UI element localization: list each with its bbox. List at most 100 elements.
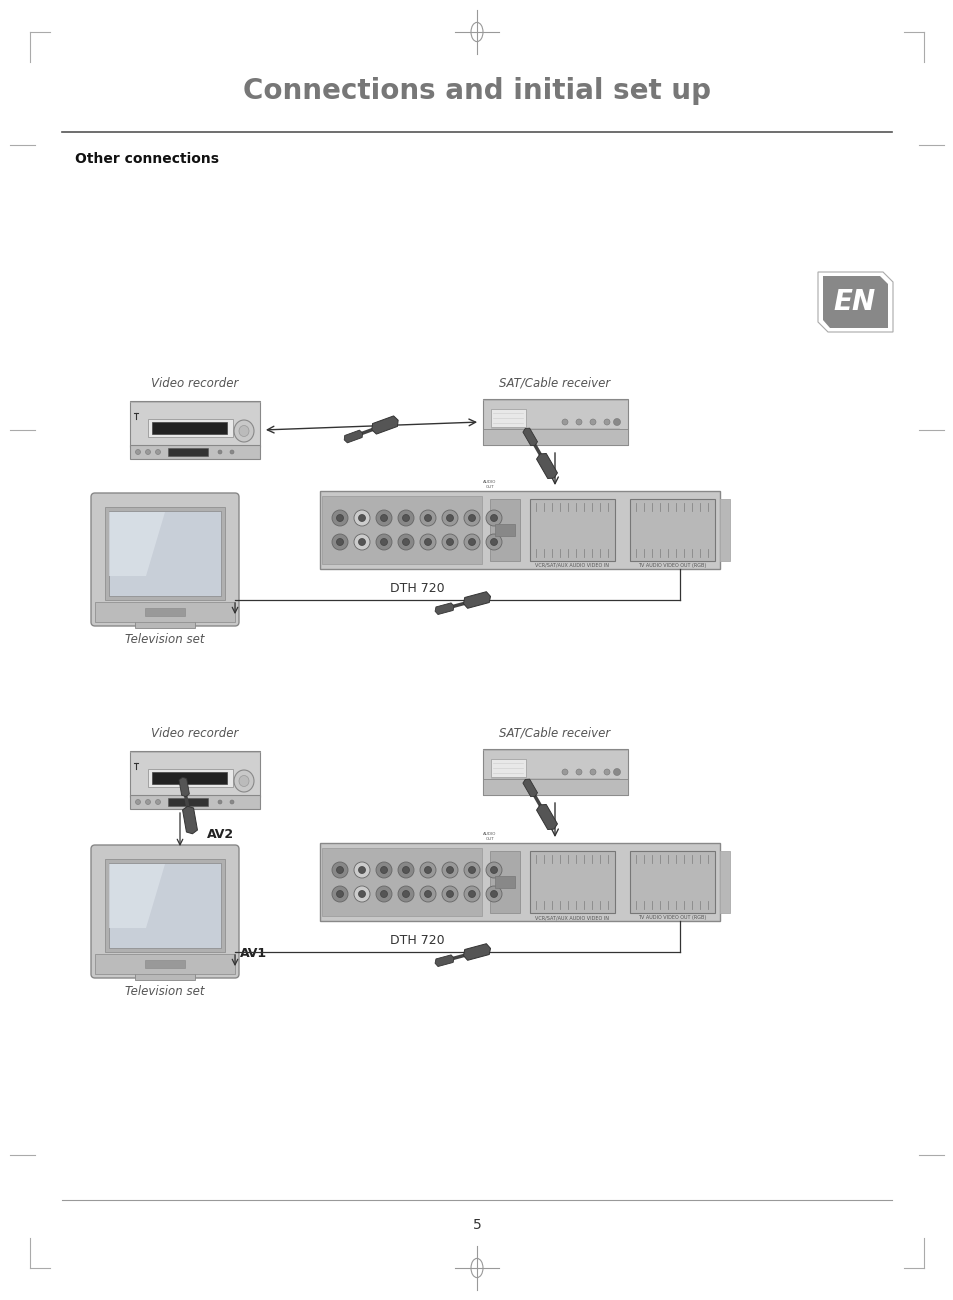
Bar (530, 499, 615, 562)
Ellipse shape (155, 450, 160, 455)
Polygon shape (182, 806, 197, 833)
Ellipse shape (446, 867, 453, 874)
Polygon shape (109, 512, 165, 576)
Ellipse shape (441, 862, 457, 878)
Bar (105, 507, 225, 601)
Ellipse shape (490, 867, 497, 874)
Text: Television set: Television set (125, 633, 205, 646)
Bar (319, 842, 720, 920)
Ellipse shape (424, 538, 431, 546)
Ellipse shape (468, 867, 475, 874)
Bar (720, 499, 729, 562)
Ellipse shape (463, 510, 479, 526)
Text: AUDIO
OUT: AUDIO OUT (483, 481, 497, 489)
Text: AV2: AV2 (207, 828, 233, 841)
Ellipse shape (332, 887, 348, 902)
Ellipse shape (561, 770, 567, 775)
Ellipse shape (336, 867, 343, 874)
Bar (629, 852, 714, 913)
Polygon shape (109, 864, 165, 928)
Bar (130, 751, 260, 797)
Polygon shape (344, 430, 362, 443)
Ellipse shape (419, 862, 436, 878)
Ellipse shape (230, 800, 233, 803)
Ellipse shape (358, 538, 365, 546)
Ellipse shape (146, 800, 151, 805)
Text: EN: EN (833, 289, 875, 316)
Ellipse shape (446, 538, 453, 546)
Ellipse shape (380, 538, 387, 546)
Ellipse shape (441, 887, 457, 902)
Ellipse shape (336, 891, 343, 897)
Ellipse shape (233, 420, 253, 442)
Bar (168, 798, 208, 806)
Text: 5: 5 (472, 1218, 481, 1232)
Ellipse shape (402, 891, 409, 897)
Ellipse shape (332, 534, 348, 550)
Ellipse shape (397, 887, 414, 902)
Bar (152, 422, 227, 434)
Ellipse shape (490, 891, 497, 897)
Ellipse shape (603, 419, 609, 425)
Ellipse shape (375, 534, 392, 550)
Ellipse shape (463, 887, 479, 902)
Text: DTH 720: DTH 720 (390, 582, 444, 595)
Bar (130, 796, 260, 809)
Polygon shape (372, 416, 397, 434)
Text: Television set: Television set (125, 985, 205, 998)
Ellipse shape (336, 538, 343, 546)
Ellipse shape (468, 891, 475, 897)
Text: TV AUDIO VIDEO OUT (RGB): TV AUDIO VIDEO OUT (RGB) (638, 915, 705, 920)
Bar (629, 499, 714, 562)
Polygon shape (817, 272, 892, 332)
Bar (482, 429, 627, 445)
Text: TV AUDIO VIDEO OUT (RGB): TV AUDIO VIDEO OUT (RGB) (638, 563, 705, 568)
Polygon shape (522, 428, 537, 446)
Ellipse shape (239, 776, 249, 786)
Text: AUDIO
OUT: AUDIO OUT (483, 832, 497, 841)
Bar (495, 524, 515, 536)
Ellipse shape (402, 515, 409, 521)
Bar (148, 419, 233, 437)
Ellipse shape (419, 887, 436, 902)
Bar (482, 399, 627, 445)
Bar (720, 852, 729, 913)
Ellipse shape (135, 800, 140, 805)
FancyBboxPatch shape (91, 493, 239, 627)
Ellipse shape (485, 862, 501, 878)
Ellipse shape (463, 862, 479, 878)
Ellipse shape (463, 534, 479, 550)
Ellipse shape (446, 515, 453, 521)
Ellipse shape (354, 510, 370, 526)
Ellipse shape (358, 867, 365, 874)
Ellipse shape (613, 419, 619, 425)
Ellipse shape (375, 862, 392, 878)
Text: SAT/Cable receiver: SAT/Cable receiver (498, 377, 610, 390)
Ellipse shape (397, 534, 414, 550)
Bar (319, 491, 720, 569)
Bar (495, 876, 515, 888)
Bar (109, 511, 221, 595)
Ellipse shape (419, 510, 436, 526)
Bar (109, 863, 221, 948)
Ellipse shape (402, 538, 409, 546)
Ellipse shape (589, 770, 596, 775)
Bar (130, 445, 260, 459)
Ellipse shape (576, 770, 581, 775)
Polygon shape (536, 805, 557, 829)
Ellipse shape (613, 768, 619, 776)
Bar (152, 772, 227, 784)
Text: Video recorder: Video recorder (152, 377, 238, 390)
Ellipse shape (380, 891, 387, 897)
Ellipse shape (441, 534, 457, 550)
Ellipse shape (397, 510, 414, 526)
Polygon shape (522, 779, 537, 797)
Ellipse shape (402, 867, 409, 874)
Bar (130, 400, 260, 447)
Text: Video recorder: Video recorder (152, 727, 238, 740)
Ellipse shape (424, 891, 431, 897)
Bar (95, 954, 234, 974)
Ellipse shape (375, 887, 392, 902)
Bar (95, 602, 234, 621)
Ellipse shape (218, 800, 222, 803)
